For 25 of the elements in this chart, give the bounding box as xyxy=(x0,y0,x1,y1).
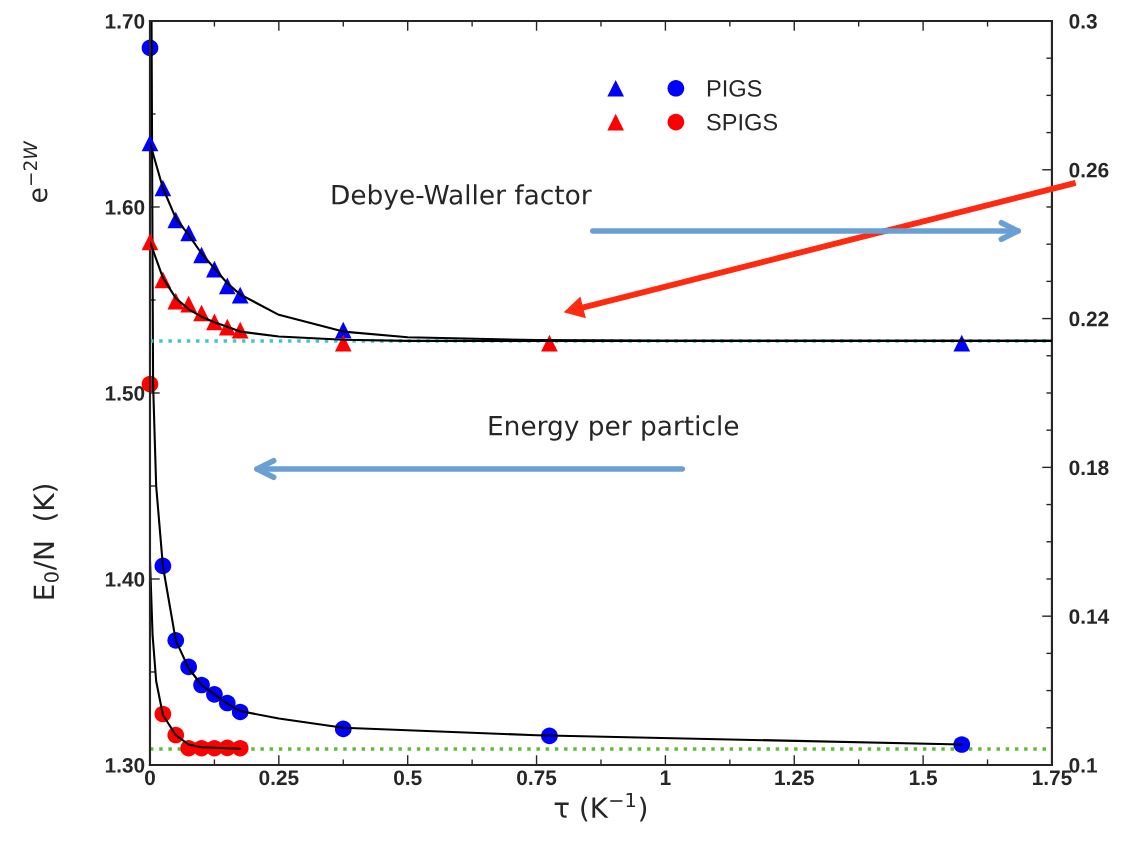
y-tick-label: 1.30 xyxy=(105,757,145,773)
legend-label: SPIGS xyxy=(707,113,778,131)
x-tick-label: 1.25 xyxy=(775,770,814,786)
y-axis-title: E$_{0}$/N (K) xyxy=(32,484,59,599)
annotation: Energy per particle xyxy=(489,415,739,441)
y-tick-label: 1.70 xyxy=(105,13,145,29)
x-tick-label: 0.5 xyxy=(394,770,422,786)
y2-tick-label: 0.26 xyxy=(1069,162,1109,178)
x-tick-label: 1.5 xyxy=(909,770,938,786)
y2-tick-label: 0.14 xyxy=(1069,609,1110,624)
y-tick-label: 1.40 xyxy=(105,571,145,587)
y-tick-label: 1.60 xyxy=(105,199,145,215)
y2-tick-label: 0.18 xyxy=(1069,460,1109,476)
x-tick-label: 1 xyxy=(660,770,671,785)
x-tick-label: 0.75 xyxy=(517,770,557,786)
annotation: Debye-Waller factor xyxy=(332,184,592,210)
x-tick-label: 0 xyxy=(145,770,155,786)
legend-label: PIGS xyxy=(707,80,762,97)
y-tick-label: 1.50 xyxy=(105,385,145,401)
y2-tick-label: 0.3 xyxy=(1069,13,1097,29)
y2-tick-label: 0.22 xyxy=(1069,311,1109,327)
x-tick-label: 0.25 xyxy=(259,770,299,786)
point xyxy=(334,334,352,352)
x-axis-title: τ (K$^{−1}$) xyxy=(554,792,647,822)
text: e$^{−2W}$ xyxy=(23,140,48,202)
